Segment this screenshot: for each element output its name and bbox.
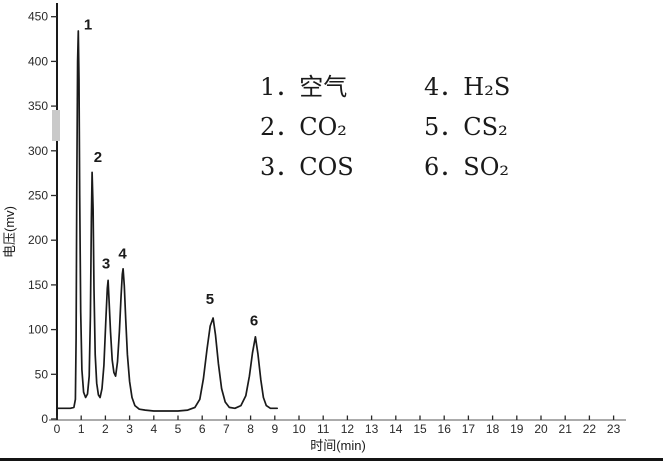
legend-item: 6．SO₂	[424, 153, 510, 181]
x-tick-label: 19	[510, 422, 524, 436]
x-axis-title: 时间(min)	[310, 438, 366, 453]
y-tick-label: 50	[35, 367, 49, 381]
legend-item: 3．COS	[260, 153, 354, 181]
y-tick-label: 300	[28, 144, 48, 158]
x-tick-label: 2	[102, 422, 109, 436]
x-tick-label: 14	[389, 422, 403, 436]
x-tick-label: 8	[247, 422, 254, 436]
x-tick-label: 1	[78, 422, 85, 436]
x-tick-label: 0	[54, 422, 61, 436]
x-tick-label: 21	[559, 422, 573, 436]
x-tick-label: 6	[199, 422, 206, 436]
legend-column-1: 1．空气 2．CO₂ 3．COS	[260, 74, 368, 181]
x-tick-label: 20	[534, 422, 548, 436]
legend-item: 4．H₂S	[424, 73, 511, 101]
peak-label-3: 3	[102, 255, 110, 272]
y-tick-label: 100	[28, 323, 48, 337]
x-tick-label: 13	[365, 422, 379, 436]
x-tick-label: 11	[317, 422, 330, 436]
y-tick-label: 350	[28, 99, 48, 113]
x-tick-label: 23	[607, 422, 621, 436]
bottom-border	[0, 458, 663, 461]
y-tick-label: 150	[28, 278, 48, 292]
x-tick-label: 12	[341, 422, 355, 436]
peak-label-4: 4	[118, 246, 127, 263]
peak-label-1: 1	[84, 17, 92, 34]
y-axis-title: 电压(mv)	[2, 206, 17, 258]
legend-item: 2．CO₂	[260, 113, 347, 141]
legend-item: 1．空气	[260, 73, 348, 101]
x-tick-label: 17	[462, 422, 476, 436]
x-tick-label: 10	[292, 422, 306, 436]
scan-artifact-rect	[52, 110, 60, 141]
peak-legend: 1．空气 2．CO₂ 3．COS 4．H₂S 5．CS₂ 6．SO₂	[260, 74, 532, 181]
x-tick-label: 3	[126, 422, 133, 436]
legend-column-2: 4．H₂S 5．CS₂ 6．SO₂	[424, 74, 532, 181]
y-tick-label: 450	[28, 10, 48, 24]
x-axis-ticks: 0 1 2 3 4 5 6 7 8 9 10 11 12 13 14 15 16 17 18 19 20 21 22 23	[54, 415, 621, 436]
legend-item: 5．CS₂	[424, 113, 508, 141]
y-axis-ticks: 0 50 100 150 200 250 300 350 400 450	[28, 10, 57, 426]
x-tick-label: 22	[583, 422, 597, 436]
x-tick-label: 9	[271, 422, 278, 436]
chromatogram-trace	[56, 30, 279, 412]
y-tick-label: 200	[28, 233, 48, 247]
y-tick-label: 0	[41, 412, 48, 426]
peak-label-2: 2	[94, 149, 102, 166]
y-tick-label: 250	[28, 189, 48, 203]
y-tick-label: 400	[28, 54, 48, 68]
x-tick-label: 16	[438, 422, 452, 436]
x-tick-label: 7	[223, 422, 230, 436]
x-tick-label: 4	[150, 422, 157, 436]
x-tick-label: 5	[175, 422, 182, 436]
peak-label-6: 6	[250, 313, 258, 330]
x-tick-label: 15	[413, 422, 427, 436]
x-tick-label: 18	[486, 422, 500, 436]
peak-label-5: 5	[206, 291, 214, 308]
peak-number-labels: 1 2 34 5 6	[84, 17, 258, 330]
